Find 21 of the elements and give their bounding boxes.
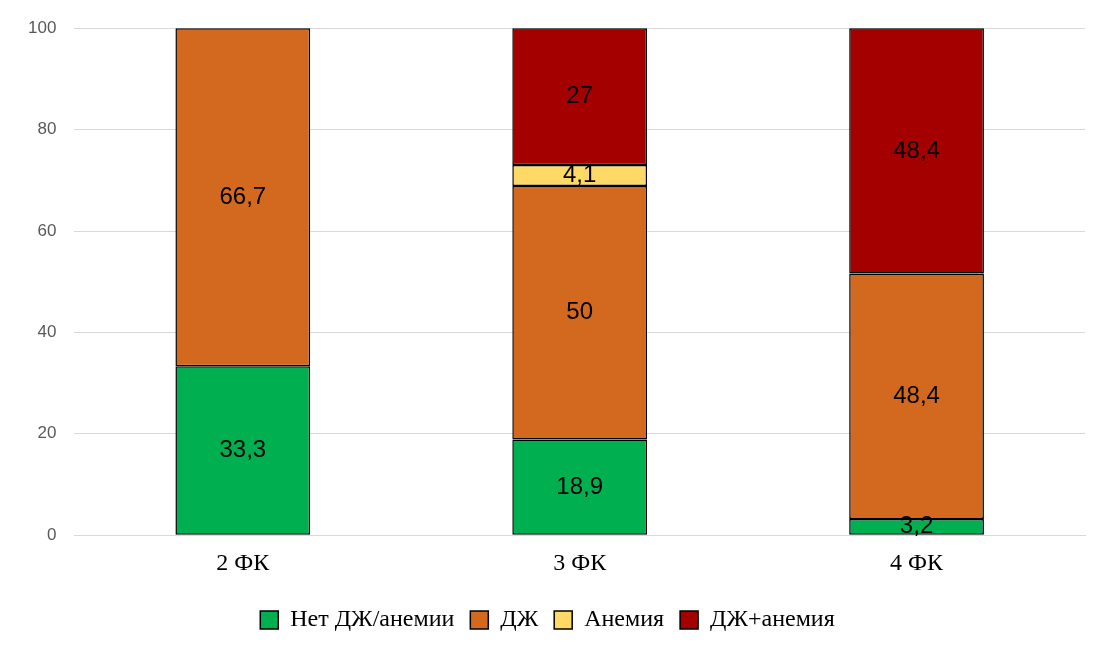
data-label: 50	[566, 297, 594, 325]
legend-label: Нет ДЖ/анемии	[290, 605, 455, 632]
legend-label: ДЖ+анемия	[710, 605, 835, 632]
x-tick-label: 4 ФК	[890, 548, 945, 575]
y-tick-label: 20	[37, 423, 57, 443]
legend-label: Анемия	[584, 605, 665, 632]
y-tick-label: 100	[27, 17, 57, 37]
y-tick-label: 0	[46, 524, 57, 544]
data-label: 66,7	[219, 181, 267, 209]
x-tick-label: 2 ФК	[216, 548, 271, 575]
legend-label: ДЖ	[500, 605, 539, 632]
data-label: 18,9	[556, 471, 604, 499]
y-tick-label: 40	[37, 322, 57, 342]
x-tick-label: 3 ФК	[553, 548, 608, 575]
y-tick-label: 60	[37, 220, 57, 240]
y-tick-label: 80	[37, 119, 57, 139]
data-label: 27	[566, 81, 594, 109]
data-label: 4,1	[562, 160, 597, 188]
data-label: 48,4	[893, 380, 940, 408]
data-label: 33,3	[219, 435, 267, 463]
data-label: 48,4	[893, 135, 940, 163]
